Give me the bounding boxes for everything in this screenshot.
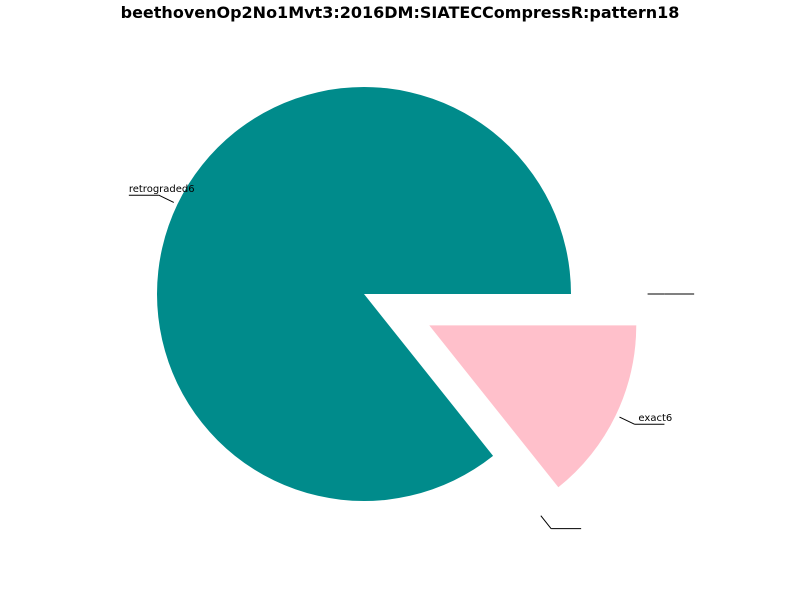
pie-label-retrograded6: retrograded6: [129, 184, 195, 195]
pie-slice-retrograded6: [156, 86, 571, 501]
label-leader-line: [619, 416, 635, 425]
pie-slices: [156, 86, 637, 501]
pie-slice-exact6: [429, 325, 637, 488]
pie-labels: retrograded6 exact6: [128, 184, 695, 530]
label-leader-line: [540, 515, 552, 529]
chart-title: beethovenOp2No1Mvt3:2016DM:SIATECCompres…: [120, 3, 680, 22]
label-leader-line: [158, 194, 174, 203]
pie-label-exact6: exact6: [638, 413, 672, 424]
